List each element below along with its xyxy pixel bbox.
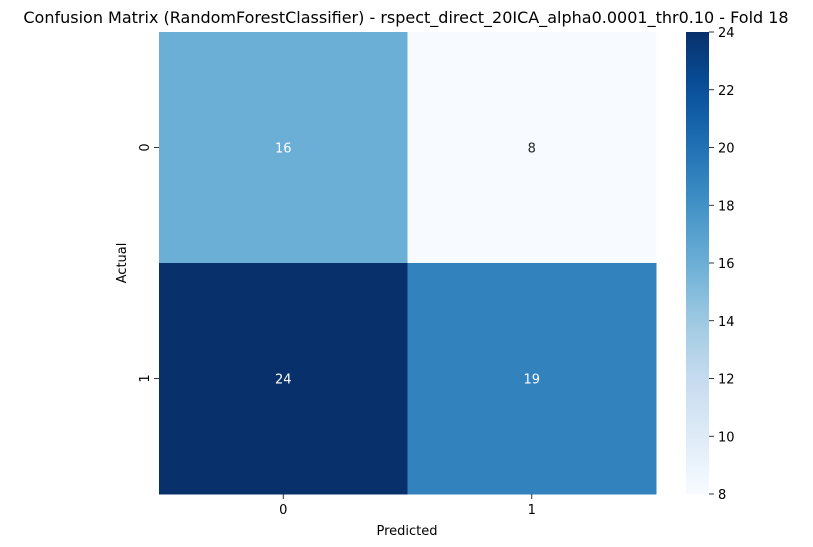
x-tick-label: 1 bbox=[528, 503, 536, 518]
colorbar-ticks: 8 10 12 14 16 18 20 22 24 bbox=[709, 26, 735, 503]
cell-value: 8 bbox=[528, 142, 536, 157]
cell-value: 16 bbox=[275, 142, 292, 157]
x-axis-label: Predicted bbox=[376, 524, 437, 539]
heatmap-cell bbox=[407, 263, 657, 495]
y-tick-label: 0 bbox=[138, 143, 153, 151]
colorbar-tick-label: 20 bbox=[718, 142, 735, 157]
colorbar-tick-label: 16 bbox=[718, 257, 735, 272]
colorbar-tick-label: 8 bbox=[718, 488, 726, 503]
colorbar-tick-label: 12 bbox=[718, 373, 735, 388]
y-tick-label: 1 bbox=[138, 374, 153, 382]
heatmap-cell bbox=[159, 32, 408, 264]
colorbar-tick-label: 24 bbox=[718, 26, 735, 41]
colorbar-tick-label: 10 bbox=[718, 430, 735, 445]
colorbar-tick-label: 22 bbox=[718, 84, 735, 99]
y-axis-label: Actual bbox=[115, 243, 130, 284]
colorbar-tick-label: 14 bbox=[718, 315, 735, 330]
cell-value: 24 bbox=[275, 373, 292, 388]
heatmap-cell bbox=[407, 32, 657, 264]
cell-annotations: 16 8 24 19 bbox=[275, 142, 540, 388]
heatmap-cells bbox=[159, 32, 657, 495]
chart-title: Confusion Matrix (RandomForestClassifier… bbox=[23, 8, 788, 28]
colorbar bbox=[686, 32, 709, 494]
x-tick-label: 0 bbox=[279, 503, 287, 518]
y-axis-ticks: 01 bbox=[138, 143, 159, 383]
cell-value: 19 bbox=[523, 373, 540, 388]
heatmap-cell bbox=[159, 263, 408, 495]
colorbar-tick-label: 18 bbox=[718, 199, 735, 214]
